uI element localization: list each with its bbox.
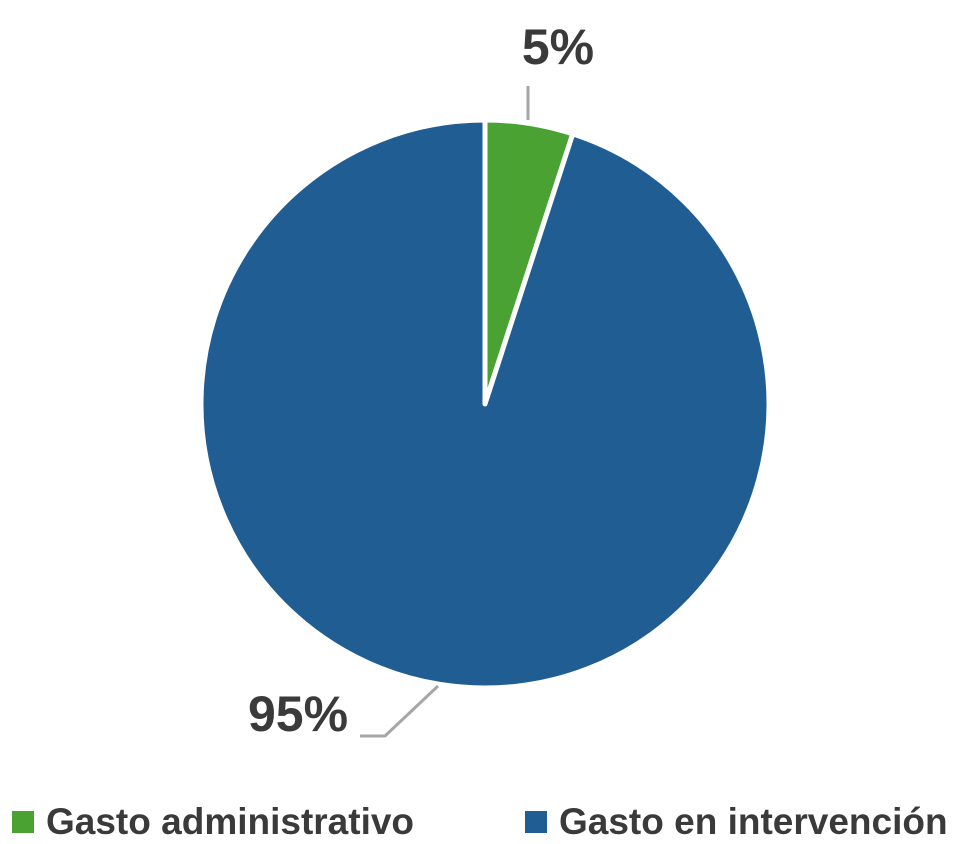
- chart-legend: Gasto administrativo Gasto en intervenci…: [0, 800, 979, 844]
- leader-lines: [360, 86, 530, 738]
- legend-label: Gasto administrativo: [46, 801, 415, 842]
- pie-slices: [198, 117, 772, 691]
- data-labels: 5% 95%: [248, 19, 594, 742]
- data-label-gasto-en-intervencion: 95%: [248, 686, 348, 742]
- legend-label: Gasto en intervención: [559, 801, 948, 842]
- legend-item-gasto-en-intervencion: Gasto en intervención: [525, 800, 948, 844]
- leader-line-gasto-en-intervencion: [360, 684, 440, 738]
- legend-item-gasto-administrativo: Gasto administrativo: [12, 800, 414, 844]
- legend-swatch-green: [12, 811, 34, 833]
- data-label-gasto-administrativo: 5%: [522, 19, 594, 75]
- legend-swatch-blue: [525, 811, 547, 833]
- pie-slice-gasto-en-intervencion: [198, 117, 772, 691]
